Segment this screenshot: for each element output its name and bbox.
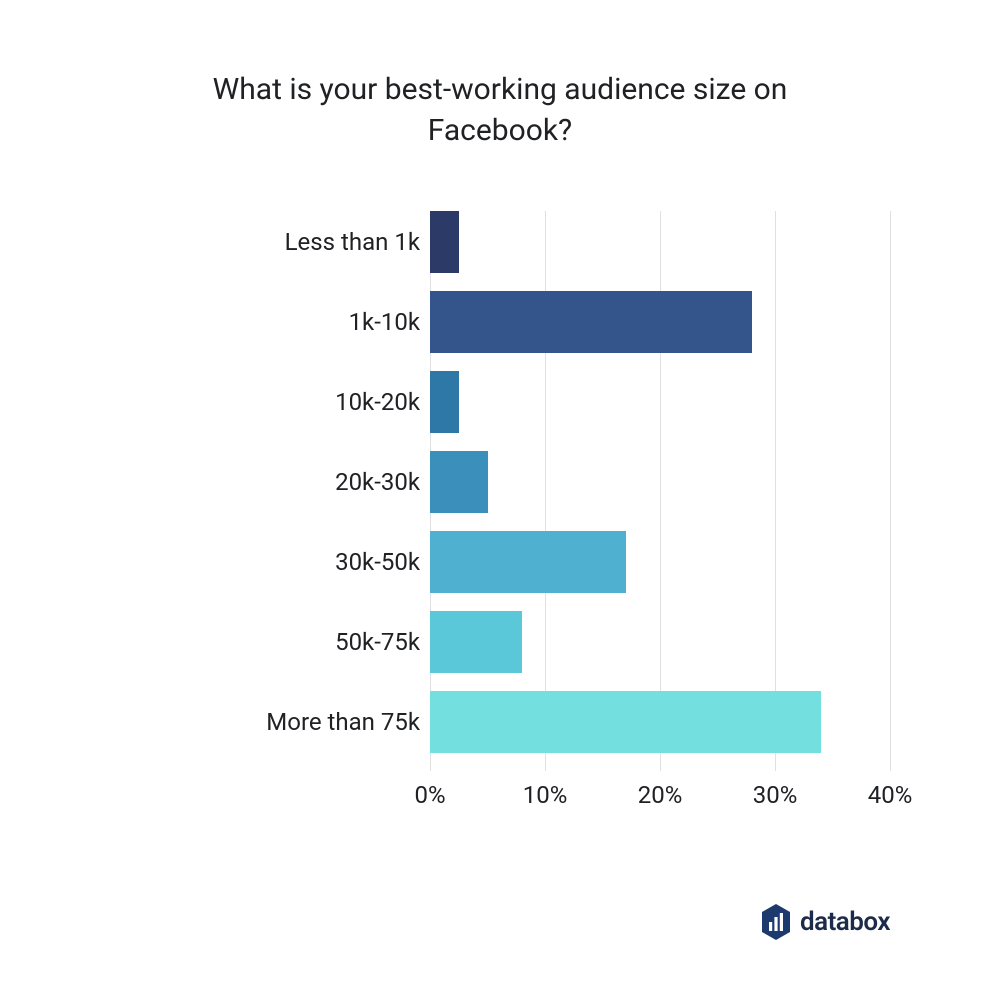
bar-row: 1k-10k xyxy=(430,291,890,353)
chart-area: 0%10%20%30%40%Less than 1k1k-10k10k-20k2… xyxy=(150,211,890,811)
x-tick-label: 10% xyxy=(523,781,568,809)
bar xyxy=(430,371,459,433)
bar xyxy=(430,451,488,513)
bar-label: 30k-50k xyxy=(150,548,420,576)
bar-label: 20k-30k xyxy=(150,468,420,496)
bar xyxy=(430,291,752,353)
chart-title: What is your best-working audience size … xyxy=(150,70,850,151)
bar-row: 10k-20k xyxy=(430,371,890,433)
gridline xyxy=(890,211,891,771)
x-tick-label: 40% xyxy=(868,781,913,809)
databox-icon xyxy=(760,904,792,940)
bar-label: 1k-10k xyxy=(150,308,420,336)
bar xyxy=(430,611,522,673)
brand-logo: databox xyxy=(760,904,890,940)
brand-name: databox xyxy=(800,907,890,937)
bar-row: More than 75k xyxy=(430,691,890,753)
bar xyxy=(430,211,459,273)
bar xyxy=(430,531,626,593)
bar-label: 10k-20k xyxy=(150,388,420,416)
bar-label: Less than 1k xyxy=(150,228,420,256)
x-tick-label: 0% xyxy=(414,781,445,809)
bar-row: 20k-30k xyxy=(430,451,890,513)
plot-region: 0%10%20%30%40%Less than 1k1k-10k10k-20k2… xyxy=(430,211,890,771)
bar-row: 50k-75k xyxy=(430,611,890,673)
x-tick-label: 30% xyxy=(753,781,798,809)
bar-label: More than 75k xyxy=(150,708,420,736)
bar-row: Less than 1k xyxy=(430,211,890,273)
bar-label: 50k-75k xyxy=(150,628,420,656)
chart-container: What is your best-working audience size … xyxy=(0,0,1000,1000)
x-tick-label: 20% xyxy=(638,781,683,809)
bar-row: 30k-50k xyxy=(430,531,890,593)
bar xyxy=(430,691,821,753)
